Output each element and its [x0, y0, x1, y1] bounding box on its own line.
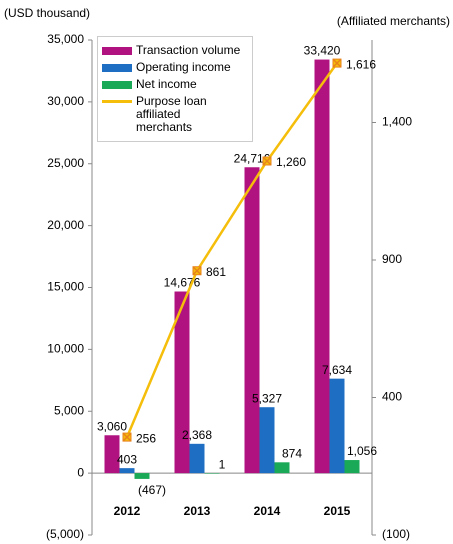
x-tick-label: 2012 [114, 504, 141, 518]
legend: Transaction volume Operating income Net in… [97, 36, 253, 142]
bar [344, 460, 360, 474]
legend-swatch [102, 81, 132, 89]
x-tick-label: 2013 [184, 504, 211, 518]
y2-axis-label: (Affiliated merchants) [337, 14, 450, 28]
bar-value-label: 1,056 [347, 444, 377, 458]
y-tick-label: 10,000 [47, 342, 84, 356]
y-tick-label: 15,000 [47, 280, 84, 294]
bar-value-label: 24,716 [234, 151, 271, 165]
bar [274, 462, 290, 474]
legend-label: Transaction volume [136, 43, 241, 57]
bar [259, 407, 275, 474]
line-value-label: 1,616 [346, 57, 376, 71]
bar-value-label: 874 [282, 446, 302, 460]
bar [174, 291, 190, 474]
bar [204, 473, 220, 474]
bar [104, 435, 120, 474]
y-tick-label: 0 [77, 465, 84, 479]
marker-cross [332, 58, 342, 68]
line-value-label: 861 [206, 265, 226, 279]
y2-tick-label: 900 [382, 252, 402, 266]
y2-tick-label: 1,400 [382, 115, 412, 129]
y-tick-label: 30,000 [47, 94, 84, 108]
bar-value-label: 33,420 [304, 44, 341, 58]
legend-swatch [102, 64, 132, 72]
bar [329, 378, 345, 474]
legend-item: Purpose loan affiliated merchants [102, 95, 248, 134]
line-value-label: 256 [136, 431, 156, 445]
y2-tick-label: (100) [382, 527, 410, 541]
bar-value-label: 3,060 [97, 419, 127, 433]
y-tick-label: 35,000 [47, 32, 84, 46]
bar [314, 59, 330, 474]
bar [189, 443, 205, 474]
bar-value-label: (467) [138, 483, 166, 497]
line-value-label: 1,260 [276, 155, 306, 169]
y-axis-label: (USD thousand) [4, 6, 90, 20]
bar [244, 167, 260, 474]
bar-value-label: 7,634 [322, 363, 352, 377]
legend-label: Operating income [136, 60, 231, 74]
bar-value-label: 403 [117, 452, 137, 466]
y-tick-label: 5,000 [54, 403, 84, 417]
bar-value-label: 2,368 [182, 428, 212, 442]
y-tick-label: (5,000) [46, 527, 84, 541]
legend-item: Transaction volume [102, 44, 248, 57]
y2-tick-label: 400 [382, 390, 402, 404]
x-tick-label: 2015 [324, 504, 351, 518]
bar [119, 468, 135, 474]
legend-label: Purpose loan affiliated merchants [136, 94, 207, 134]
x-tick-label: 2014 [254, 504, 281, 518]
bar-value-label: 5,327 [252, 391, 282, 405]
bar [134, 473, 150, 479]
legend-item: Operating income [102, 61, 248, 74]
legend-label: Net income [136, 77, 197, 91]
marker-cross [192, 266, 202, 276]
legend-item: Net income [102, 78, 248, 91]
marker-cross [262, 156, 272, 166]
legend-swatch [102, 47, 132, 55]
marker-cross [122, 432, 132, 442]
legend-swatch [102, 100, 132, 103]
y-tick-label: 20,000 [47, 218, 84, 232]
line [125, 62, 339, 438]
y-tick-label: 25,000 [47, 156, 84, 170]
bar-value-label: 1 [219, 457, 226, 471]
